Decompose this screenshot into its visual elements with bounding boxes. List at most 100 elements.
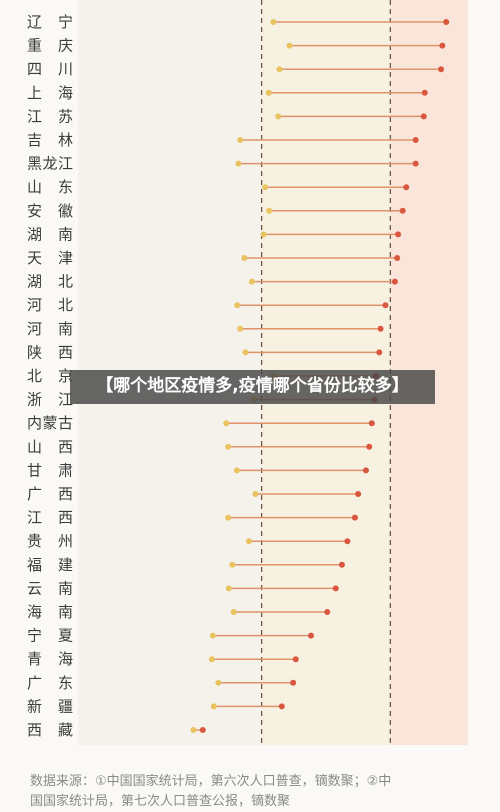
- start-point: [225, 585, 232, 592]
- start-point: [241, 255, 248, 261]
- category-label: 甘 肃: [27, 461, 73, 479]
- chart-row: 内蒙古: [27, 414, 375, 432]
- data-source-note: 数据来源：①中国国家统计局，第六次人口普查，镝数聚；②中 国国家统计局，第七次人…: [30, 772, 490, 812]
- chart-row: 甘 肃: [27, 461, 369, 479]
- start-point: [275, 113, 282, 120]
- chart-row: 新 疆: [27, 697, 285, 715]
- end-point: [412, 160, 419, 167]
- end-point: [332, 585, 339, 592]
- chart-row: 海 南: [27, 603, 331, 621]
- chart-row: 黑龙江: [27, 155, 419, 173]
- end-point: [376, 349, 383, 356]
- chart-row: 重 庆: [27, 37, 446, 55]
- chart-row: 广 东: [27, 674, 297, 692]
- chart-row: 河 南: [27, 320, 384, 338]
- category-label: 福 建: [27, 556, 73, 574]
- end-point: [382, 302, 389, 309]
- source-line-1: 数据来源：①中国国家统计局，第六次人口普查，镝数聚；②中: [30, 774, 392, 789]
- end-point: [403, 184, 410, 191]
- chart-row: 江 西: [27, 509, 358, 527]
- category-label: 青 海: [27, 650, 73, 668]
- chart-row: 西 藏: [27, 721, 206, 739]
- start-point: [286, 42, 293, 49]
- end-point: [439, 42, 446, 49]
- start-point: [223, 420, 230, 427]
- end-point: [443, 19, 450, 25]
- category-label: 吉 林: [27, 131, 73, 149]
- chart-row: 贵 州: [27, 532, 351, 550]
- start-point: [230, 609, 237, 615]
- category-label: 贵 州: [27, 532, 73, 550]
- chart-row: 湖 南: [27, 225, 402, 243]
- start-point: [235, 160, 242, 167]
- category-label: 新 疆: [27, 697, 73, 715]
- chart-row: 云 南: [27, 579, 339, 597]
- chart-row: 陕 西: [27, 343, 383, 361]
- chart-row: 辽 宁: [27, 13, 450, 31]
- end-point: [199, 727, 206, 733]
- chart-row: 天 津: [27, 249, 401, 267]
- chart-row: 江 苏: [27, 107, 427, 125]
- start-point: [237, 137, 244, 143]
- category-label: 河 北: [27, 296, 73, 314]
- start-point: [215, 679, 222, 686]
- category-label: 浙 江: [27, 391, 73, 409]
- start-point: [252, 491, 259, 497]
- category-label: 广 西: [27, 485, 73, 503]
- chart-row: 上 海: [27, 84, 428, 102]
- start-point: [237, 325, 244, 332]
- end-point: [394, 255, 401, 261]
- chart-row: 山 西: [27, 438, 373, 456]
- end-point: [368, 420, 375, 427]
- chart-row: 河 北: [27, 296, 389, 314]
- category-label: 天 津: [27, 249, 73, 267]
- chart-row: 青 海: [27, 650, 299, 668]
- end-point: [420, 113, 427, 120]
- category-label: 黑龙江: [27, 155, 73, 173]
- end-point: [377, 325, 384, 332]
- start-point: [260, 231, 267, 238]
- end-point: [421, 89, 428, 96]
- start-point: [262, 184, 269, 191]
- end-point: [412, 137, 419, 143]
- start-point: [265, 89, 272, 96]
- start-point: [242, 349, 249, 356]
- end-point: [391, 278, 398, 285]
- start-point: [233, 467, 240, 474]
- start-point: [210, 703, 217, 710]
- category-label: 湖 北: [27, 273, 73, 291]
- end-point: [366, 443, 373, 450]
- start-point: [208, 656, 215, 663]
- start-point: [266, 207, 273, 214]
- chart-row: 四 川: [27, 60, 445, 78]
- start-point: [225, 443, 232, 450]
- end-point: [324, 609, 331, 615]
- category-label: 重 庆: [27, 37, 73, 55]
- category-label: 内蒙古: [27, 414, 73, 432]
- category-label: 湖 南: [27, 225, 73, 243]
- end-point: [351, 514, 358, 521]
- category-label: 江 苏: [27, 107, 73, 125]
- end-point: [290, 679, 297, 686]
- chart-row: 安 徽: [27, 202, 406, 220]
- start-point: [245, 538, 252, 545]
- end-point: [395, 231, 402, 238]
- chart-row: 吉 林: [27, 131, 419, 149]
- end-point: [308, 632, 315, 639]
- category-label: 山 西: [27, 438, 73, 456]
- category-label: 辽 宁: [27, 13, 73, 31]
- chart-row: 宁 夏: [27, 627, 315, 645]
- end-point: [362, 467, 369, 474]
- source-line-2: 国国家统计局，第七次人口普查公报，镝数聚: [30, 794, 291, 809]
- end-point: [399, 207, 406, 214]
- category-label: 宁 夏: [27, 627, 73, 645]
- category-label: 河 南: [27, 320, 73, 338]
- start-point: [209, 632, 216, 639]
- category-label: 北 京: [27, 367, 73, 385]
- start-point: [229, 561, 236, 568]
- end-point: [278, 703, 285, 710]
- end-point: [338, 561, 345, 568]
- end-point: [292, 656, 299, 663]
- category-label: 广 东: [27, 674, 73, 692]
